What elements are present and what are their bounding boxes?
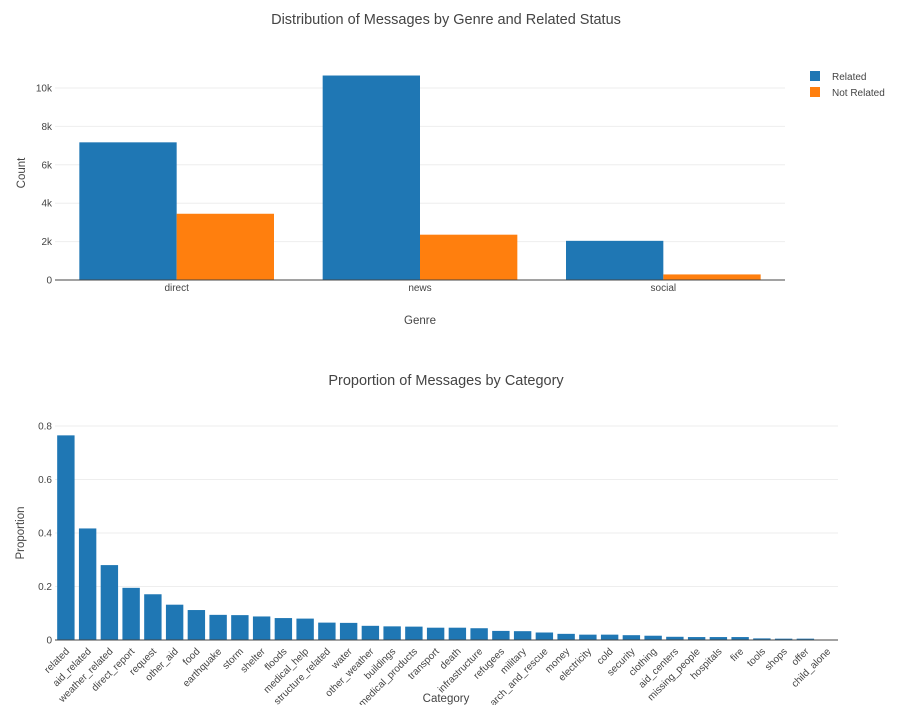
category-bar-search_and_rescue[interactable] xyxy=(535,632,554,640)
genre-chart: Distribution of Messages by Genre and Re… xyxy=(16,12,885,327)
category-bar-other_weather[interactable] xyxy=(361,625,380,640)
legend-swatch-not-related xyxy=(810,87,820,97)
category-x-tick-label: shops xyxy=(763,646,790,673)
category-bar-military[interactable] xyxy=(513,631,532,640)
category-bar-offer[interactable] xyxy=(796,638,815,640)
category-bar-shops[interactable] xyxy=(774,638,793,640)
category-x-tick-label: fire xyxy=(729,646,747,664)
category-bar-refugees[interactable] xyxy=(492,630,510,640)
genre-x-tick-label: news xyxy=(408,283,431,294)
genre-y-tick-label: 10k xyxy=(36,84,53,95)
genre-y-tick-label: 8k xyxy=(41,122,53,133)
category-bar-hospitals[interactable] xyxy=(709,637,728,640)
category-bar-food[interactable] xyxy=(187,610,206,640)
genre-bar-news-not-related[interactable] xyxy=(420,234,518,280)
category-bar-shelter[interactable] xyxy=(252,616,271,640)
category-x-axis-label: Category xyxy=(423,693,470,705)
category-bar-other_aid[interactable] xyxy=(165,604,184,640)
category-bar-storm[interactable] xyxy=(231,615,249,640)
category-bar-buildings[interactable] xyxy=(383,626,401,640)
category-bar-medical_help[interactable] xyxy=(296,618,314,640)
category-bar-missing_people[interactable] xyxy=(687,637,706,640)
category-bar-tools[interactable] xyxy=(753,638,771,640)
category-x-tick-label: shelter xyxy=(239,646,268,675)
genre-x-tick-label: social xyxy=(651,283,677,294)
category-bar-direct_report[interactable] xyxy=(122,587,140,640)
genre-chart-title: Distribution of Messages by Genre and Re… xyxy=(271,12,621,28)
category-bar-death[interactable] xyxy=(448,627,467,640)
category-chart-title: Proportion of Messages by Category xyxy=(328,373,564,389)
category-bar-fire[interactable] xyxy=(731,637,749,640)
genre-legend[interactable]: Related Not Related xyxy=(810,71,885,99)
genre-y-axis-label: Count xyxy=(16,157,28,188)
category-bar-earthquake[interactable] xyxy=(209,614,227,640)
category-bar-other_infrastructure[interactable] xyxy=(470,628,488,640)
category-bar-transport[interactable] xyxy=(426,627,445,640)
genre-y-tick-label: 6k xyxy=(41,160,53,171)
genre-y-tick-label: 4k xyxy=(41,199,53,210)
category-y-tick-label: 0 xyxy=(46,636,52,647)
genre-bar-social-not-related[interactable] xyxy=(663,274,761,280)
category-y-tick-label: 0.6 xyxy=(38,475,52,486)
category-bar-infrastructure_related[interactable] xyxy=(318,622,336,640)
category-chart: Proportion of Messages by Category 0 0.2 0… xyxy=(15,373,838,705)
category-y-axis-label: Proportion xyxy=(15,506,27,559)
genre-x-tick-label: direct xyxy=(164,283,189,294)
category-bar-related[interactable] xyxy=(57,435,75,640)
category-bar-electricity[interactable] xyxy=(579,634,597,640)
genre-bar-direct-related[interactable] xyxy=(79,142,177,280)
category-bar-water[interactable] xyxy=(339,622,358,640)
category-bar-floods[interactable] xyxy=(274,618,293,640)
genre-x-axis-label: Genre xyxy=(404,315,436,327)
genre-bar-news-related[interactable] xyxy=(322,75,420,281)
genre-y-tick-label: 2k xyxy=(41,237,53,248)
category-bar-medical_products[interactable] xyxy=(405,626,423,640)
legend-swatch-related xyxy=(810,71,820,81)
legend-label-related: Related xyxy=(832,72,866,83)
genre-bar-direct-not-related[interactable] xyxy=(176,213,274,280)
category-bar-money[interactable] xyxy=(557,633,575,640)
category-bar-security[interactable] xyxy=(622,635,641,640)
category-bar-aid_related[interactable] xyxy=(78,528,97,640)
category-y-tick-label: 0.8 xyxy=(38,422,52,433)
category-bar-cold[interactable] xyxy=(600,634,619,640)
genre-y-tick-label: 0 xyxy=(46,276,52,287)
category-bar-clothing[interactable] xyxy=(644,635,662,640)
legend-label-not-related: Not Related xyxy=(832,88,885,99)
category-bar-aid_centers[interactable] xyxy=(666,636,684,640)
category-y-tick-label: 0.2 xyxy=(38,582,52,593)
category-bar-weather_related[interactable] xyxy=(100,565,119,640)
category-y-tick-label: 0.4 xyxy=(38,529,52,540)
genre-bar-social-related[interactable] xyxy=(566,240,664,280)
category-bar-request[interactable] xyxy=(144,594,162,640)
